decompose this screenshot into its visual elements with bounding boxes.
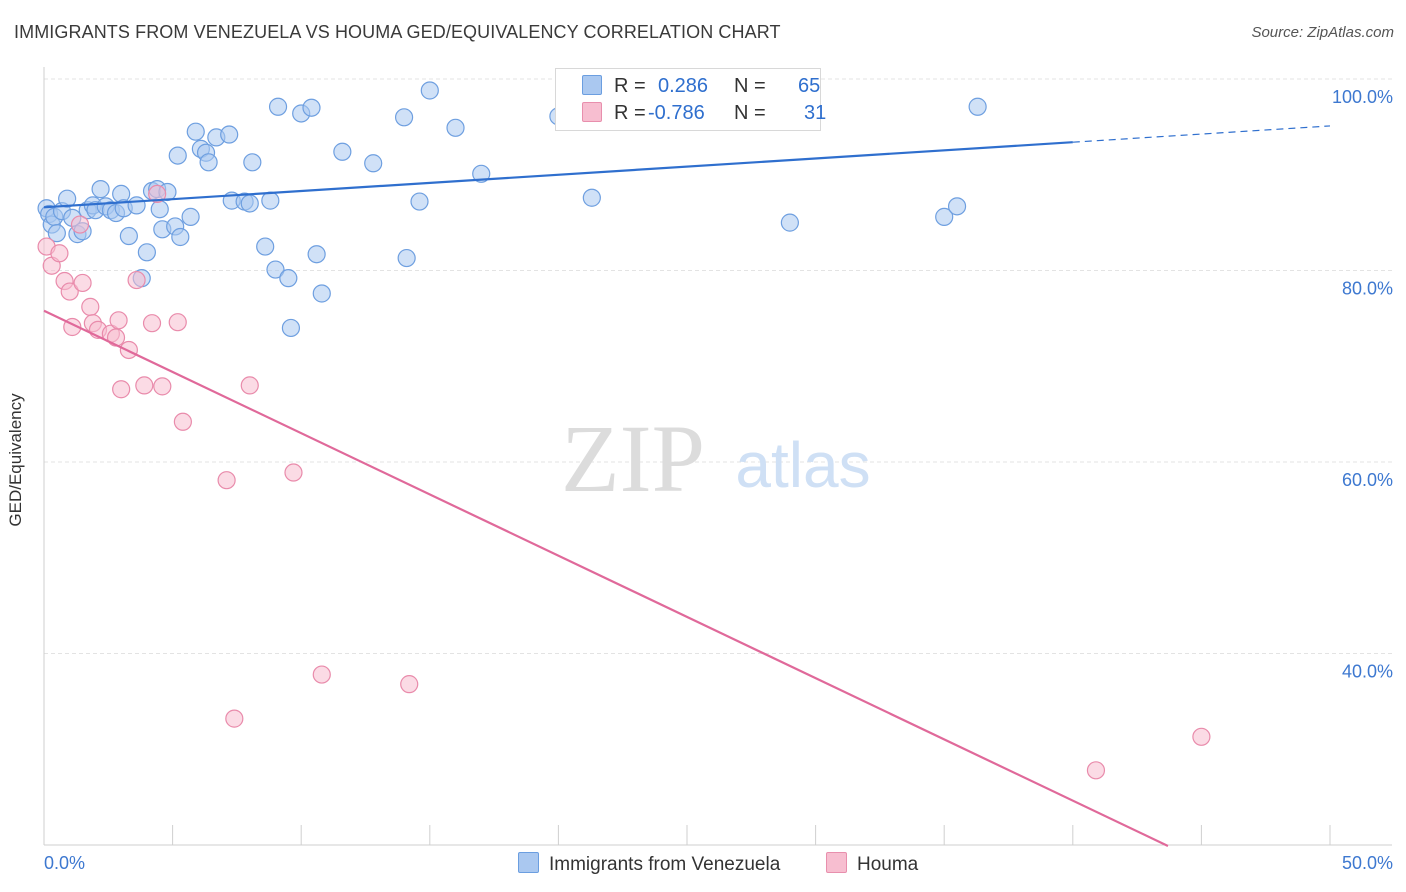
legend-item-venezuela: Immigrants from Venezuela	[518, 852, 780, 876]
venezuela-point	[302, 98, 321, 117]
houma-point	[148, 184, 167, 203]
houma-point	[106, 328, 126, 347]
x-tick-label: 0.0%	[44, 853, 85, 873]
venezuela-trend-line	[43, 141, 1073, 209]
venezuela-point	[91, 180, 110, 199]
houma-point	[135, 376, 154, 395]
venezuela-point	[137, 243, 156, 262]
venezuela-point	[119, 226, 138, 246]
venezuela-point	[281, 318, 301, 338]
houma-point	[1086, 761, 1106, 780]
venezuela-point	[168, 146, 187, 165]
houma-point	[168, 313, 187, 332]
venezuela-point	[268, 97, 288, 116]
legend-swatch-venezuela	[582, 75, 602, 95]
venezuela-point	[394, 108, 414, 127]
venezuela-point	[199, 153, 218, 172]
venezuela-point	[261, 191, 280, 210]
legend-swatch	[518, 852, 539, 873]
axes	[43, 67, 1392, 846]
venezuela-point	[256, 237, 275, 256]
watermark-zip: ZIP	[561, 405, 705, 512]
venezuela-point	[240, 194, 259, 213]
legend-swatch	[826, 852, 847, 873]
venezuela-point	[150, 200, 169, 219]
y-axis-label: GED/Equivalency	[6, 393, 25, 527]
houma-point	[1192, 727, 1211, 746]
houma-point	[109, 311, 128, 330]
r-value: -0.786	[648, 102, 705, 124]
houma-point	[73, 273, 92, 293]
venezuela-point	[220, 125, 239, 144]
y-tick-label: 40.0%	[1342, 662, 1393, 682]
source-label: Source: ZipAtlas.com	[1251, 24, 1394, 41]
venezuela-point	[47, 224, 66, 243]
n-value: 31	[804, 102, 827, 124]
houma-point	[60, 282, 79, 301]
venezuela-point	[279, 269, 298, 288]
venezuela-point	[58, 189, 77, 208]
venezuela-trend-extension	[1072, 125, 1331, 143]
x-tick-label: 50.0%	[1342, 853, 1393, 873]
venezuela-point	[243, 153, 262, 172]
houma-trend-line	[43, 309, 1169, 847]
n-key: N =	[734, 75, 766, 97]
data-points	[37, 81, 1211, 780]
venezuela-point	[410, 192, 429, 211]
trend-lines	[43, 125, 1331, 847]
y-tick-label: 60.0%	[1342, 470, 1393, 490]
n-key: N =	[734, 102, 766, 124]
tick-labels: 100.0% 80.0% 60.0% 40.0% 0.0% 50.0%	[44, 87, 1393, 873]
venezuela-point	[780, 213, 799, 232]
r-value: 0.286	[658, 75, 709, 97]
houma-point	[50, 244, 69, 263]
legend-item-houma: Houma	[826, 852, 918, 876]
legend-label: Immigrants from Venezuela	[549, 854, 781, 875]
venezuela-point	[472, 164, 491, 183]
watermark-atlas: atlas	[735, 429, 870, 501]
venezuela-point	[186, 122, 205, 141]
chart-title: IMMIGRANTS FROM VENEZUELA VS HOUMA GED/E…	[14, 22, 781, 42]
venezuela-point	[420, 81, 439, 100]
houma-point	[284, 463, 303, 482]
houma-point	[81, 297, 100, 316]
houma-point	[312, 665, 331, 684]
r-key: R =	[614, 102, 646, 124]
venezuela-point	[127, 196, 146, 215]
houma-point	[225, 709, 244, 728]
venezuela-point	[266, 260, 285, 279]
venezuela-point	[333, 142, 352, 161]
houma-point	[153, 377, 172, 396]
stats-legend: R = 0.286 N = 65 R = -0.786 N = 31	[555, 68, 826, 131]
houma-point	[400, 675, 419, 694]
venezuela-point	[364, 154, 383, 173]
houma-point	[240, 376, 259, 395]
y-tick-label: 100.0%	[1332, 87, 1393, 107]
venezuela-point	[397, 248, 416, 268]
venezuela-point	[171, 227, 190, 247]
venezuela-point	[947, 197, 967, 216]
n-value: 65	[798, 75, 821, 97]
watermark: ZIP atlas	[561, 405, 871, 512]
legend-swatch-houma	[582, 102, 602, 122]
legend-label: Houma	[857, 854, 919, 875]
venezuela-point	[312, 284, 331, 303]
houma-point	[112, 380, 131, 399]
venezuela-point	[446, 118, 465, 137]
venezuela-point	[582, 188, 601, 207]
houma-point	[173, 412, 192, 431]
houma-point	[142, 314, 162, 333]
venezuela-point	[181, 207, 200, 226]
houma-point	[127, 270, 146, 290]
venezuela-point	[307, 245, 326, 264]
venezuela-point	[935, 207, 954, 226]
houma-point	[70, 215, 90, 234]
y-tick-label: 80.0%	[1342, 279, 1393, 299]
r-key: R =	[614, 75, 646, 97]
venezuela-point	[968, 97, 987, 116]
houma-point	[217, 471, 236, 490]
